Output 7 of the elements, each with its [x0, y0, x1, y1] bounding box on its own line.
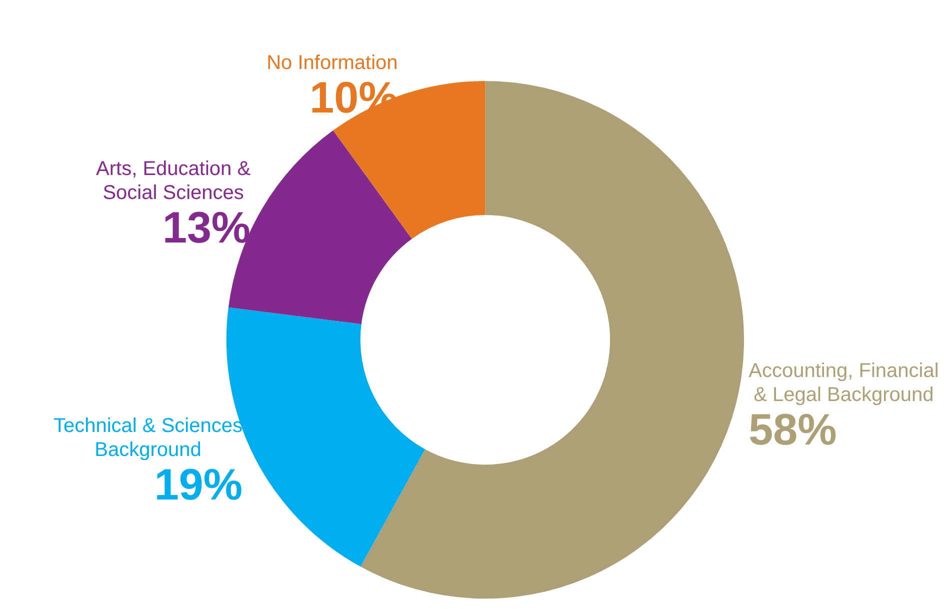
- data-label: 19%: [154, 460, 242, 510]
- slice-label: Accounting, Financial & Legal Background: [748, 360, 939, 406]
- slice-label: Technical & Sciences Background: [53, 414, 242, 461]
- data-label: 13%: [162, 203, 251, 252]
- slice-label: No Information: [266, 52, 398, 74]
- slice-label: Arts, Education & Social Sciences: [96, 158, 252, 204]
- data-label: 58%: [748, 406, 837, 455]
